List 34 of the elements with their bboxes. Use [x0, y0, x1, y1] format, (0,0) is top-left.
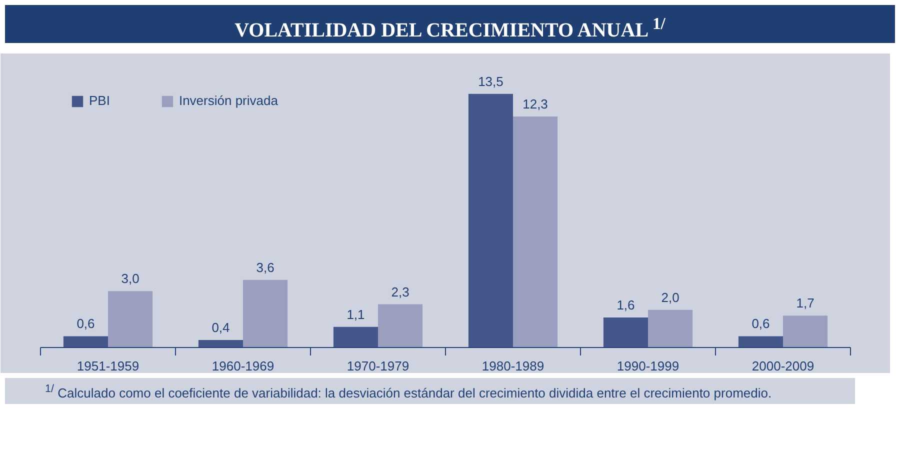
x-tick-label: 1960-1969	[212, 358, 274, 374]
data-label: 1,6	[616, 297, 635, 312]
data-label: 0,6	[76, 316, 95, 332]
data-label: 2,0	[661, 290, 680, 305]
data-label: 13,5	[478, 74, 504, 89]
bar	[468, 94, 513, 348]
data-label: 2,3	[391, 284, 410, 300]
bar	[63, 336, 108, 348]
x-tick-label: 1970-1979	[346, 358, 410, 374]
bar	[648, 310, 693, 348]
legend-label: Inversión privada	[178, 93, 278, 108]
bar	[333, 326, 378, 348]
x-tick-label: 1980-1989	[482, 358, 544, 374]
data-label: 0,6	[752, 316, 770, 332]
data-label: 12,3	[522, 96, 548, 112]
text: $^{1/}$ Calculado como el coeficiente de variabilidad: la desviación estándar del crecimiento dividida entre el crecimiento promedio.	[45, 382, 772, 402]
data-label: 3,0	[121, 271, 140, 286]
chart-title: VOLATILIDAD DEL CRECIMIENTO ANUAL $^{1/}$	[234, 13, 666, 44]
bar	[108, 291, 153, 348]
data-label: 3,6	[256, 260, 274, 275]
x-tick-label: 1951-1959	[76, 358, 140, 374]
bar	[738, 336, 783, 348]
bar	[513, 116, 558, 348]
bar	[198, 340, 243, 348]
bar	[783, 316, 828, 348]
x-tick-label: 2000-2009	[752, 358, 814, 374]
bar	[603, 317, 648, 348]
x-tick-label: 1990-1999	[616, 358, 680, 374]
bar	[243, 280, 288, 348]
bar	[378, 304, 423, 348]
data-label: 1,1	[346, 306, 365, 322]
data-label: 0,4	[212, 320, 230, 335]
data-label: 1,7	[796, 296, 814, 311]
legend-label: PBI	[89, 93, 110, 108]
